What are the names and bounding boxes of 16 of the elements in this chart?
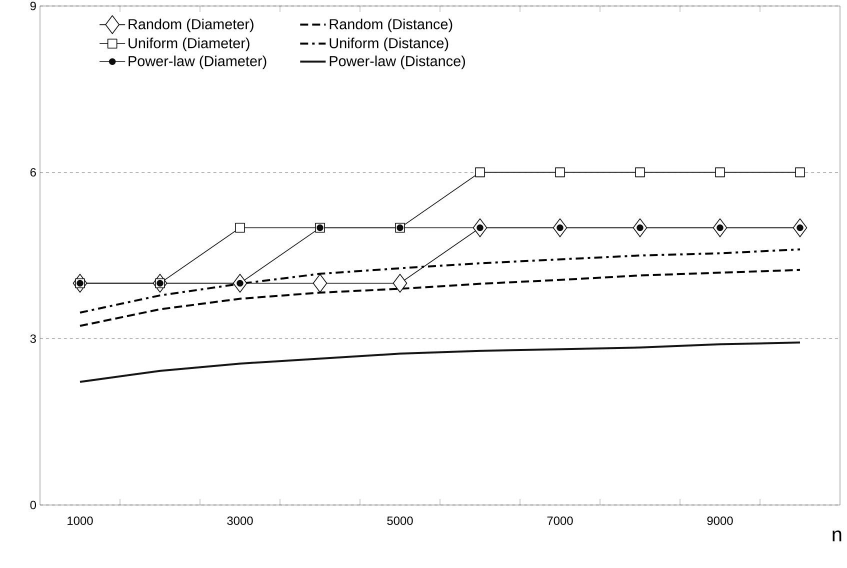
y-tick-label: 9 <box>30 2 36 10</box>
x-tick-label: 5000 <box>387 516 413 525</box>
x-tick-label: 1000 <box>68 516 93 525</box>
x-axis-title: n <box>832 530 842 542</box>
x-tick-label: 3000 <box>227 516 253 525</box>
y-tick-label: 3 <box>30 334 36 343</box>
legend-label: Uniform (Distance) <box>330 38 448 52</box>
legend-label: Random (Distance) <box>330 18 452 32</box>
x-tick-label: 7000 <box>547 516 573 525</box>
x-tick-label: 9000 <box>707 516 733 525</box>
legend-label: Random (Diameter) <box>128 18 254 32</box>
y-tick-label: 0 <box>30 500 36 510</box>
legend-label: Uniform (Diameter) <box>128 38 250 52</box>
legend-label: Power-law (Distance) <box>330 56 466 70</box>
legend-label: Power-law (Diameter) <box>128 56 266 70</box>
y-tick-label: 6 <box>30 168 36 177</box>
